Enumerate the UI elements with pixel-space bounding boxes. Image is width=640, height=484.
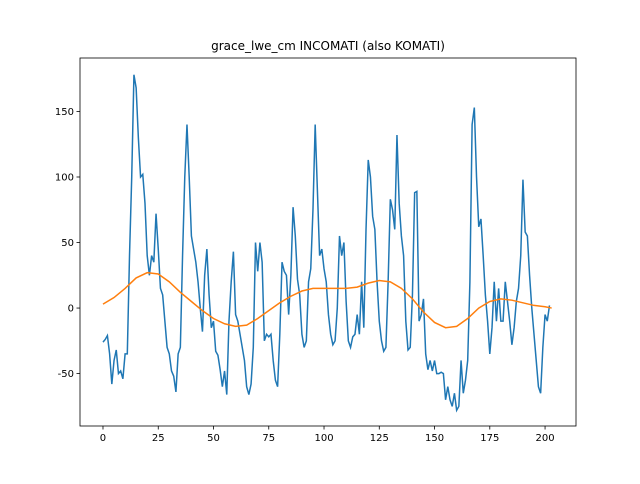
x-tick-label: 125 xyxy=(370,433,389,444)
y-tick-label: 100 xyxy=(55,172,74,183)
x-tick-label: 150 xyxy=(425,433,444,444)
y-tick-label: 150 xyxy=(55,107,74,118)
x-tick-label: 175 xyxy=(480,433,499,444)
x-tick-label: 100 xyxy=(314,433,333,444)
y-tick-label: 50 xyxy=(61,238,74,249)
plot-frame xyxy=(79,57,577,427)
x-tick-label: 25 xyxy=(152,433,165,444)
x-tick-label: 50 xyxy=(207,433,220,444)
x-tick-label: 0 xyxy=(100,433,106,444)
y-tick-label: 0 xyxy=(68,304,74,315)
line-series xyxy=(102,74,551,413)
chart-title: grace_lwe_cm INCOMATI (also KOMATI) xyxy=(211,39,445,53)
line-series xyxy=(102,271,552,329)
x-tick-label: 200 xyxy=(536,433,555,444)
y-tick-label: -50 xyxy=(58,369,74,380)
x-tick-label: 75 xyxy=(262,433,275,444)
